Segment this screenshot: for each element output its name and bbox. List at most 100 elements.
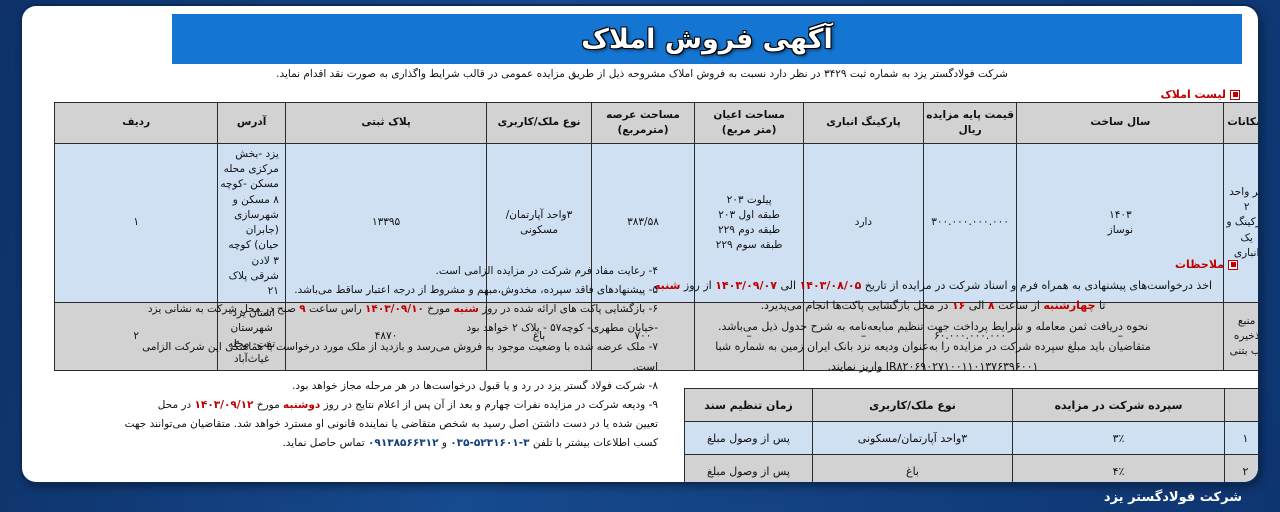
condition-line: ۸- شرکت فولاد گستر یزد در رد و یا قبول د… [44,377,658,396]
property-table: امکانات سال ساخت قیمت پایه مزایده ریال پ… [53,102,1258,372]
remark-line: تا چهارشنبه از ساعت ۸ الی ۱۶ در محل بازگ… [628,296,1238,315]
table-row: هر واحد ۲ پارکینگ و یک انباری ۱۴۰۳نوساز … [53,142,1258,304]
dep-cell-time: پس از وصول مبلغ [684,454,813,482]
col-parking: پارکینگ انباری [803,102,924,144]
footer-bar: شرکت فولادگستر یزد [0,482,1280,512]
remarks-label-text: ملاحظات [1175,258,1224,271]
deposit-table: سپرده شرکت در مزایده نوع ملک/کاربری زمان… [684,388,1258,482]
cell-year: – [1016,302,1225,372]
cell-type: ۳واحد آپارتمان/ مسکونی [486,142,592,304]
condition-text: -خیابان مطهری- کوچه۵۷ - پلاک ۲ خواهد بود [466,322,658,335]
remark-line: متقاضیان باید مبلغ سپرده شرکت در مزایده … [628,337,1238,356]
remark-text: از روز [680,279,716,292]
remark-text: در محل بازگشایی پاکت‌ها انجام می‌پذیرد. [760,299,952,313]
dep-cell-type: ۳واحد آپارتمان/مسکونی [812,421,1013,455]
cell-build-area: پیلوت ۲۰۳ طبقه اول ۲۰۳ طبقه دوم ۲۲۹ طبقه سو… [694,142,805,304]
col-features: امکانات [1223,102,1258,144]
dep-col-type: نوع ملک/کاربری [812,388,1013,422]
condition-text: است. [632,360,658,373]
col-build-area-l2: (متر مربع) [721,124,777,136]
cell-radif: ۲ [53,302,219,372]
remark-highlight: چهارشنبه [1043,299,1096,313]
condition-text: مورخ [253,398,284,411]
footer-company-name: شرکت فولادگستر یزد [1103,489,1242,505]
condition-text: ۷- ملک عرضه شده با وضعیت موجود به فروش م… [142,341,658,354]
condition-line: تعیین شده یا در دست داشتن اصل رسید به شخ… [44,415,658,434]
table-row: ۲ ۴٪ باغ پس از وصول مبلغ [684,454,1258,482]
condition-text: ۶- بازگشایی پاکت های ارائه شده در روز [478,303,658,316]
condition-text: و [438,436,451,449]
condition-line: است. [44,358,658,377]
condition-text: صبح در محل شرکت به نشانی یزد [147,303,300,316]
remark-highlight: ۱۴۰۳/۰۸/۰۵ [799,279,862,292]
condition-text: در محل [157,398,195,411]
remark-text: از ساعت [994,299,1044,313]
condition-text: ۴- رعایت مفاد فرم شرکت در مزایده الزامی … [435,265,658,277]
condition-line: ۹- ودیعه شرکت در مزایده نفرات چهارم و بع… [44,396,658,415]
col-price-l1: قیمت پایه مزایده [926,108,1014,121]
col-type: نوع ملک/کاربری [486,102,592,144]
col-land-area: مساحت عرصه (مترمربع) [590,102,696,144]
cell-address: یزد -بخش مرکزی محله مسکن -کوچه ۸ مسکن و … [217,142,286,304]
col-radif: ردیف [53,102,219,144]
condition-text: ۰۹۱۳۸۵۶۶۳۱۲ [368,436,439,449]
dep-cell-radif: ۱ [1224,421,1258,455]
condition-text: ۱۴۰۳/۰۹/۱۰ [365,303,424,316]
condition-line: -خیابان مطهری- کوچه۵۷ - پلاک ۲ خواهد بود [44,319,658,338]
remark-highlight: ۱۴۰۳/۰۹/۰۷ [715,279,777,292]
intro-paragraph: شرکت فولادگستر یزد به شماره ثبت ۳۴۲۹ در … [276,68,1008,80]
condition-line: ۵- پیشنهادهای فاقد سپرده، مخدوش،مبهم و م… [44,281,658,300]
cell-parking: دارد [803,142,924,304]
dep-cell-time: پس از وصول مبلغ [684,421,813,455]
col-land-area-l2: (مترمربع) [617,124,669,136]
remarks-section: ملاحظات اخذ درخواست‌های پیشنهادی به همرا… [628,258,1238,377]
remark-text: الی [965,299,988,313]
cell-land-area: ۳۸۳/۵۸ [590,142,696,304]
cell-build-area: – [694,302,805,372]
dep-col-deposit: سپرده شرکت در مزایده [1012,388,1225,422]
remark-text: IR۸۲۰۶۹۰۲۷۱۰۰۱۱۰۱۳۷۶۳۹۶۰۰۱ [885,360,1039,373]
condition-text: ۹ [299,303,306,316]
cell-price: ۳۰۰.۰۰۰.۰۰۰.۰۰۰ [922,142,1018,304]
col-address: آدرس [217,102,286,144]
cell-land-area: ۷۰۰ [590,302,696,372]
conditions-lines: ۴- رعایت مفاد فرم شرکت در مزایده الزامی … [44,262,658,453]
remark-text: متقاضیان باید مبلغ سپرده شرکت در مزایده … [715,339,1151,353]
remark-highlight: ۸ [987,299,995,313]
condition-line: کسب اطلاعات بیشتر با تلفن ۳-۵۲۳۱۶۰۱-۰۳۵ … [44,434,658,453]
cell-year: ۱۴۰۳ نوساز [1016,142,1225,304]
deposit-header-row: سپرده شرکت در مزایده نوع ملک/کاربری زمان… [684,388,1258,422]
remarks-lines: اخذ درخواست‌های پیشنهادی به همراه فرم و … [628,276,1238,376]
col-year: سال ساخت [1016,102,1225,144]
cell-price: ۶۰.۰۰۰.۰۰۰.۰۰۰ [922,302,1018,372]
col-land-area-l1: مساحت عرصه [606,108,680,121]
remark-line: اخذ درخواست‌های پیشنهادی به همراه فرم و … [628,276,1238,295]
condition-text: ۸- شرکت فولاد گستر یزد در رد و یا قبول د… [292,379,658,392]
condition-text: ۹- ودیعه شرکت در مزایده نفرات چهارم و بع… [320,398,658,411]
dep-cell-type: باغ [812,454,1013,482]
condition-text: دوشنبه [283,398,321,411]
cell-plate: ۱۳۳۹۵ [284,142,488,304]
dep-col-radif [1224,388,1258,422]
dep-col-time: زمان تنظیم سند [684,388,813,422]
condition-line: ۶- بازگشایی پاکت های ارائه شده در روز شن… [44,300,658,319]
col-price-l2: ریال [958,124,982,136]
condition-text: مورخ [423,303,454,316]
square-bullet-icon [1228,259,1238,270]
conditions-section: ۴- رعایت مفاد فرم شرکت در مزایده الزامی … [44,262,658,453]
dep-cell-deposit: ۳٪ [1012,421,1225,455]
cell-radif: ۱ [53,142,219,304]
table-header-row: امکانات سال ساخت قیمت پایه مزایده ریال پ… [53,102,1258,144]
cell-plate: ۴۸۷۰ [284,302,488,372]
col-build-area-l1: مساحت اعیان [713,108,785,121]
remark-highlight: ۱۶ [951,299,966,313]
col-build-area: مساحت اعیان (متر مربع) [694,102,805,144]
cell-type: باغ [486,302,592,372]
cell-features: هر واحد ۲ پارکینگ و یک انباری [1223,142,1258,304]
dep-cell-radif: ۲ [1224,454,1258,482]
condition-text: تماس حاصل نماید. [282,436,368,449]
remark-text: اخذ درخواست‌های پیشنهادی به همراه فرم و … [861,279,1213,292]
col-price: قیمت پایه مزایده ریال [922,102,1018,144]
remark-line: IR۸۲۰۶۹۰۲۷۱۰۰۱۱۰۱۳۷۶۳۹۶۰۰۱ واریز نمایند. [628,357,1238,376]
dep-cell-deposit: ۴٪ [1012,454,1225,482]
